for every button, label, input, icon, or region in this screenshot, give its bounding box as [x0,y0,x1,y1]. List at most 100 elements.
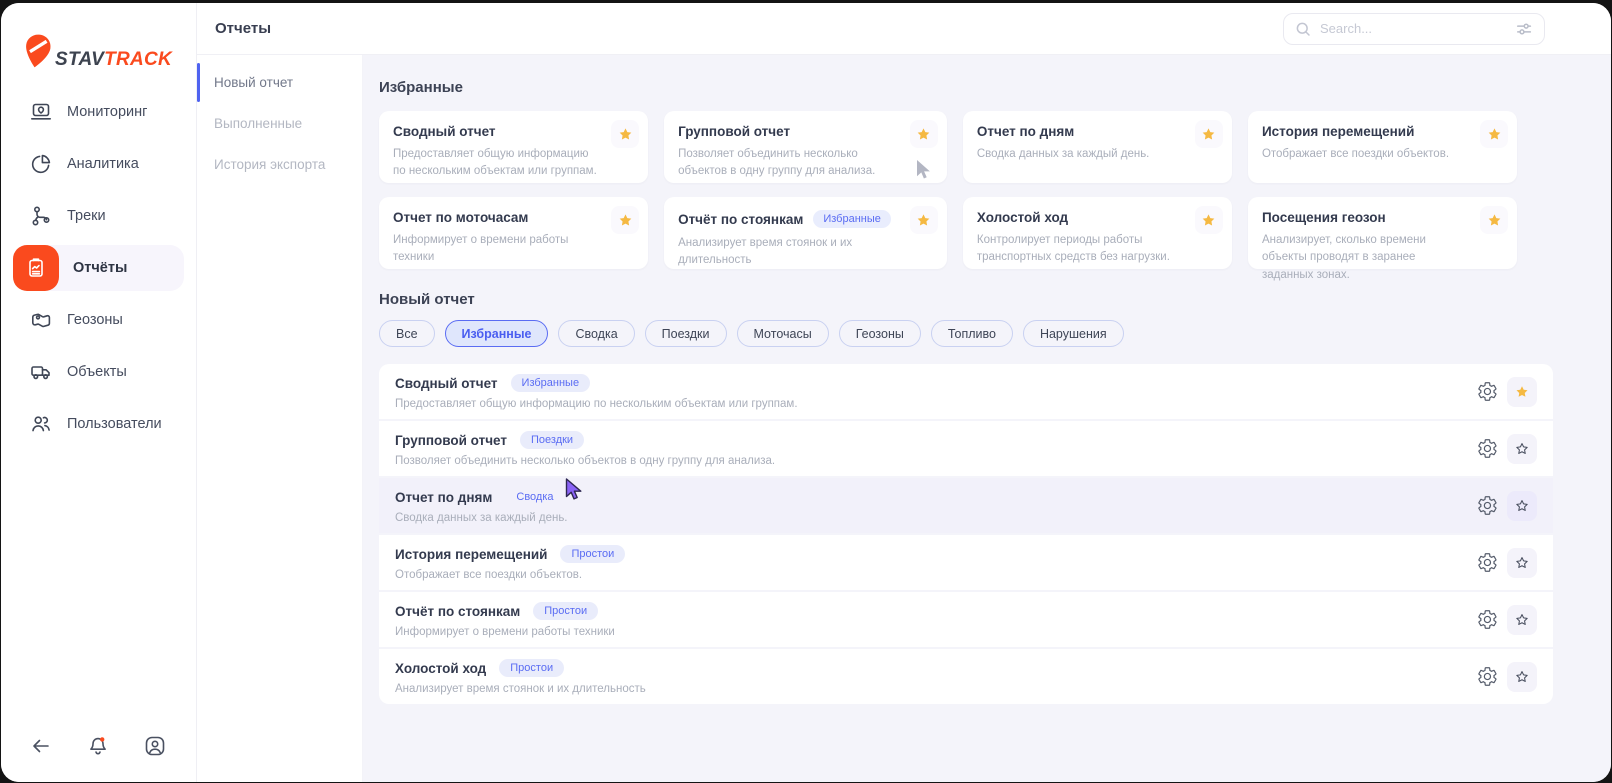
card-description: Контролирует периоды работы транспортных… [976,234,1170,264]
card-star-button[interactable] [1194,206,1223,234]
favorite-report-card[interactable]: Отчет по дням Сводка данных за каждый де… [962,111,1232,183]
favorite-report-card[interactable]: Отчёт по стоянкам Избранные Анализирует … [664,197,947,269]
back-arrow-icon[interactable] [29,734,53,758]
row-star-button[interactable] [1507,547,1537,578]
card-description: Анализирует время стоянок и их длительно… [678,237,853,267]
favorite-report-card[interactable]: Отчет по моточасам Информирует о времени… [379,197,649,269]
card-title: Холостой ход [976,210,1069,225]
favorite-report-card[interactable]: История перемещений Отображает все поезд… [1247,111,1517,183]
gear-icon[interactable] [1477,666,1498,687]
profile-icon[interactable] [143,734,167,758]
star-outline-icon [1516,499,1528,511]
row-star-button[interactable] [1507,376,1537,407]
card-title: Отчет по дням [976,124,1075,139]
favorite-report-card[interactable]: Посещения геозон Анализирует, сколько вр… [1247,197,1517,281]
card-star-button[interactable] [1194,120,1223,148]
card-star-button[interactable] [611,206,640,234]
filter-chip[interactable]: Поездки [644,320,727,347]
row-title: Холостой ход [395,660,487,676]
sidebar-item-label: Геозоны [67,312,123,328]
subnav-item-label: Выполненные [214,116,303,131]
filter-chip-label: Поездки [661,326,710,341]
card-star-button[interactable] [909,206,938,234]
filter-chip[interactable]: Избранные [444,320,549,347]
reports-icon [13,245,59,291]
card-title: Отчет по моточасам [393,210,529,225]
row-category-tag: Простои [533,602,599,620]
favorite-report-card[interactable]: Групповой отчет Позволяет объединить нес… [664,111,947,183]
subnav-item-export-history[interactable]: История экспорта [197,144,362,185]
brand-logo[interactable]: STAVTRACK [1,3,196,75]
row-star-button[interactable] [1507,661,1537,692]
filter-chip-label: Геозоны [855,326,904,341]
sidebar-footer [29,734,167,758]
sidebar-item-users[interactable]: Пользователи [13,401,184,447]
report-list-row[interactable]: Отчет по дням Сводка Сводка данных за ка… [379,478,1553,533]
sidebar-item-monitoring[interactable]: Мониторинг [13,89,184,135]
filter-chip[interactable]: Все [379,320,435,347]
filter-chip[interactable]: Моточасы [736,320,829,347]
filter-chip-label: Моточасы [753,326,812,341]
filter-sliders-icon[interactable] [1514,19,1534,39]
card-title: Групповой отчет [678,124,791,139]
filter-chip[interactable]: Сводка [558,320,635,347]
report-list-row[interactable]: Отчёт по стоянкам Простои Информирует о … [379,592,1553,647]
filter-chip[interactable]: Топливо [930,320,1013,347]
card-description: Предоставляет общую информацию по нескол… [393,148,597,178]
monitoring-icon [29,100,53,124]
sidebar-item-analytics[interactable]: Аналитика [13,141,184,187]
star-outline-icon [1516,613,1528,625]
gear-icon[interactable] [1477,495,1498,516]
row-star-button[interactable] [1507,433,1537,464]
row-description: Предоставляет общую информацию по нескол… [395,398,798,410]
report-list-row[interactable]: Холостой ход Простои Анализирует время с… [379,649,1553,704]
brand-name: STAVTRACK [55,49,173,70]
gear-icon[interactable] [1477,438,1498,459]
report-list-row[interactable]: Групповой отчет Поездки Позволяет объеди… [379,421,1553,476]
card-title: Посещения геозон [1261,210,1386,225]
filter-chip[interactable]: Геозоны [838,320,921,347]
row-star-button[interactable] [1507,604,1537,635]
gear-icon[interactable] [1477,609,1498,630]
star-icon [1488,127,1500,140]
row-star-button[interactable] [1507,490,1537,521]
star-icon [619,213,631,226]
users-icon [29,412,53,436]
favorite-report-card[interactable]: Холостой ход Контролирует периоды работы… [962,197,1232,269]
sidebar-item-label: Пользователи [67,416,162,432]
card-star-button[interactable] [1480,120,1508,148]
filter-chip[interactable]: Нарушения [1022,320,1124,347]
gear-icon[interactable] [1477,381,1498,402]
row-title: Отчёт по стоянкам [395,603,521,619]
star-outline-icon [1516,442,1528,454]
card-title: Сводный отчет [393,124,496,139]
sidebar-item-reports[interactable]: Отчёты [13,245,184,291]
card-star-button[interactable] [909,120,938,148]
report-list-row[interactable]: История перемещений Простои Отображает в… [379,535,1553,590]
card-title: Отчёт по стоянкам [678,211,804,227]
row-actions [1477,661,1537,692]
sidebar-item-tracks[interactable]: Треки [13,193,184,239]
row-actions [1477,433,1537,464]
bell-icon[interactable] [86,734,110,758]
subnav-item-completed[interactable]: Выполненные [197,103,362,144]
search-icon [1294,20,1312,38]
sidebar-item-geozones[interactable]: Геозоны [13,297,184,343]
card-star-button[interactable] [611,120,640,148]
row-title: Групповой отчет [395,432,507,448]
gear-icon[interactable] [1477,552,1498,573]
sidebar-item-objects[interactable]: Объекты [13,349,184,395]
search-input[interactable] [1320,21,1506,36]
favorite-report-card[interactable]: Сводный отчет Предоставляет общую информ… [379,111,649,183]
sidebar-nav: Мониторинг Аналитика Треки Отчёты [1,89,196,447]
subnav-item-new-report[interactable]: Новый отчет [197,62,362,103]
sidebar-item-label: Отчёты [73,260,128,276]
star-icon [619,127,631,140]
card-star-button[interactable] [1480,206,1508,234]
row-title: Отчет по дням [395,489,493,505]
row-description: Позволяет объединить несколько объектов … [395,455,776,467]
report-list-row[interactable]: Сводный отчет Избранные Предоставляет об… [379,364,1553,419]
geozones-icon [29,308,53,332]
row-actions [1477,490,1537,521]
subnav-item-label: История экспорта [214,157,326,172]
